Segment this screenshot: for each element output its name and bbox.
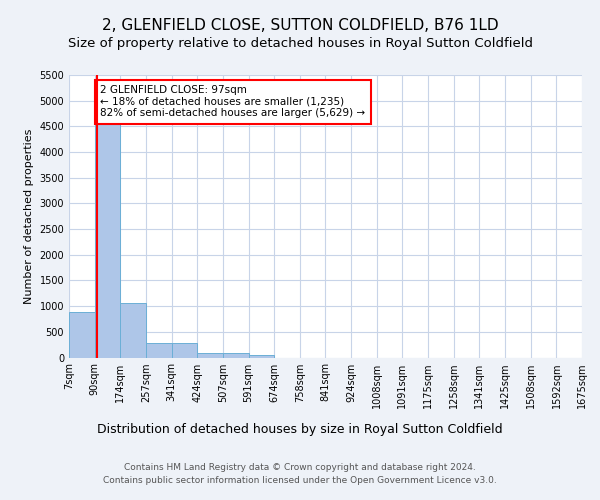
Y-axis label: Number of detached properties: Number of detached properties [24,128,34,304]
Bar [223,354,248,358]
Bar [248,355,274,358]
Text: Contains HM Land Registry data © Crown copyright and database right 2024.: Contains HM Land Registry data © Crown c… [124,462,476,471]
Text: Size of property relative to detached houses in Royal Sutton Coldfield: Size of property relative to detached ho… [67,38,533,51]
Text: 2, GLENFIELD CLOSE, SUTTON COLDFIELD, B76 1LD: 2, GLENFIELD CLOSE, SUTTON COLDFIELD, B7… [101,18,499,32]
Bar [172,343,197,357]
Text: Contains public sector information licensed under the Open Government Licence v3: Contains public sector information licen… [103,476,497,485]
Text: Distribution of detached houses by size in Royal Sutton Coldfield: Distribution of detached houses by size … [97,422,503,436]
Bar [121,303,146,358]
Bar [95,122,121,358]
Bar [146,343,172,357]
Text: 2 GLENFIELD CLOSE: 97sqm
← 18% of detached houses are smaller (1,235)
82% of sem: 2 GLENFIELD CLOSE: 97sqm ← 18% of detach… [100,86,365,118]
Bar [69,312,95,358]
Bar [197,354,223,358]
